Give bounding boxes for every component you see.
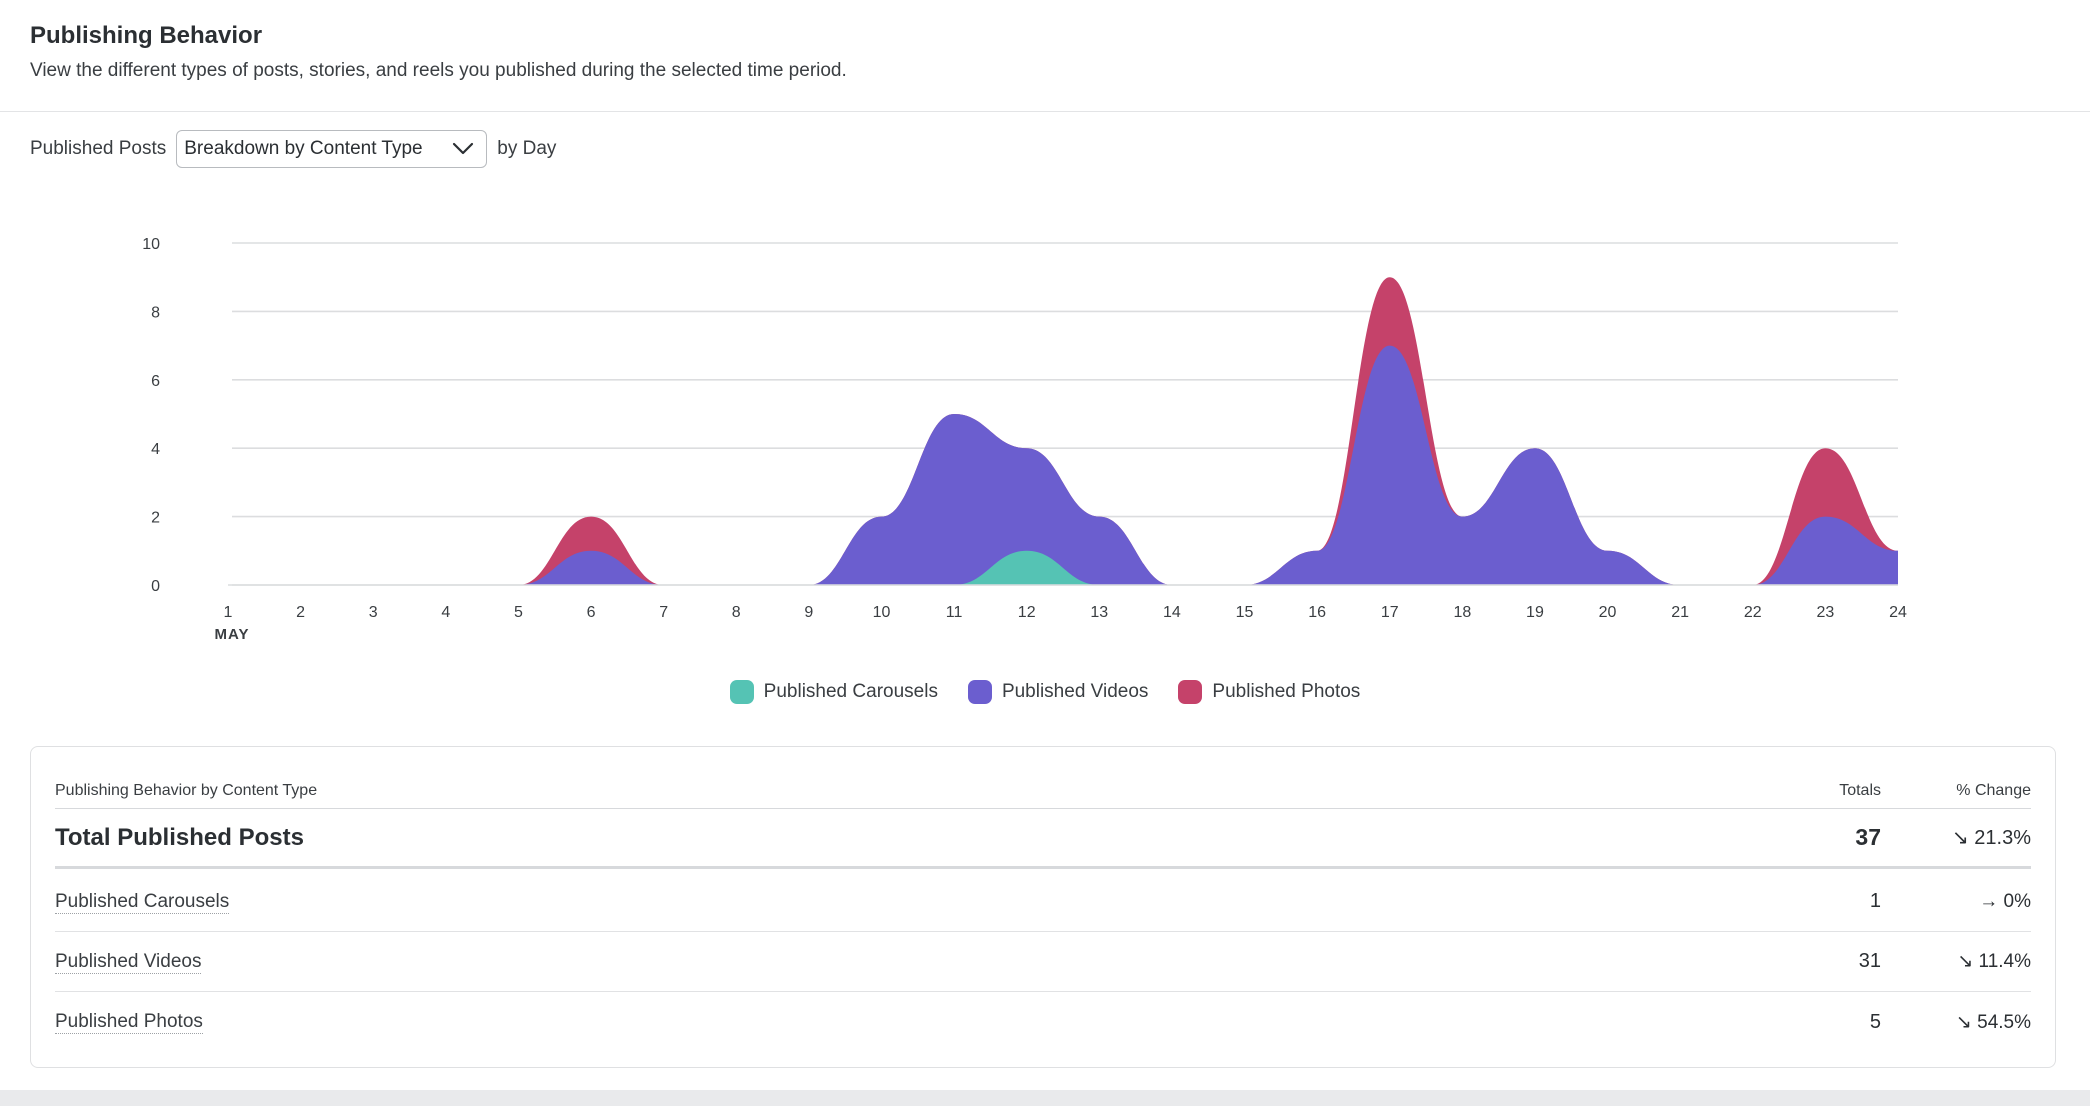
x-tick-label: 24 bbox=[1889, 604, 1907, 621]
trend-flat-icon: → bbox=[1979, 890, 1999, 912]
area-series-published-videos[interactable] bbox=[228, 345, 1898, 585]
row-change-value: 54.5% bbox=[1977, 1011, 2031, 1033]
breakdown-dropdown[interactable]: Breakdown by Content Type bbox=[176, 130, 488, 168]
chart-controls: Published Posts Breakdown by Content Typ… bbox=[30, 130, 556, 168]
row-label-videos[interactable]: Published Videos bbox=[55, 950, 202, 974]
row-total: 1 bbox=[1869, 890, 1881, 912]
x-tick-label: 14 bbox=[1163, 604, 1181, 621]
table-header-totals: Totals bbox=[1839, 781, 1881, 799]
x-tick-label: 13 bbox=[1090, 604, 1108, 621]
page-subtitle: View the different types of posts, stori… bbox=[30, 60, 847, 81]
content-type-table: Publishing Behavior by Content Type Tota… bbox=[30, 746, 2056, 1068]
row-label-cell: Published Carousels bbox=[55, 890, 1761, 914]
controls-prefix: Published Posts bbox=[30, 138, 167, 159]
page-title: Publishing Behavior bbox=[30, 22, 263, 49]
x-tick-label: 7 bbox=[659, 604, 668, 621]
legend-swatch bbox=[1178, 680, 1203, 704]
table-row: Published Photos 5 ↘ 54.5% bbox=[55, 992, 2031, 1052]
chevron-down-icon bbox=[453, 142, 474, 155]
trend-down-icon: ↘ bbox=[1955, 1011, 1972, 1033]
row-change: → 0% bbox=[1881, 891, 2031, 913]
row-label-cell: Published Photos bbox=[55, 1011, 1761, 1034]
row-total: 31 bbox=[1858, 950, 1881, 972]
legend-label: Published Videos bbox=[1001, 681, 1149, 702]
row-change: ↘ 54.5% bbox=[1881, 1011, 2031, 1034]
legend-swatch bbox=[729, 680, 754, 704]
row-change: ↘ 11.4% bbox=[1881, 950, 2031, 973]
total-row-value: 37 bbox=[1855, 824, 1881, 850]
row-total: 5 bbox=[1869, 1010, 1881, 1033]
trend-down-icon: ↘ bbox=[1951, 827, 1969, 849]
x-tick-label: 11 bbox=[946, 604, 963, 621]
x-tick-label: 2 bbox=[296, 604, 305, 621]
section-header: Publishing Behavior View the different t… bbox=[0, 0, 2090, 112]
x-tick-label: 8 bbox=[732, 604, 741, 621]
area-series-published-carousels[interactable] bbox=[228, 550, 1898, 585]
legend-label: Published Carousels bbox=[763, 681, 938, 702]
controls-suffix: by Day bbox=[497, 138, 557, 159]
total-row-change-value: 21.3% bbox=[1974, 827, 2031, 849]
row-change-value: 0% bbox=[2003, 890, 2031, 912]
x-tick-label: 10 bbox=[873, 604, 891, 621]
x-tick-label: 5 bbox=[514, 604, 523, 621]
x-tick-label: 18 bbox=[1453, 604, 1471, 621]
table-row-total: Total Published Posts 37 ↘ 21.3% bbox=[55, 809, 2031, 869]
y-tick-label: 4 bbox=[151, 441, 160, 458]
y-tick-label: 6 bbox=[151, 373, 160, 390]
x-tick-label: 9 bbox=[804, 604, 813, 621]
table-row: Published Carousels 1 → 0% bbox=[55, 872, 2031, 932]
y-tick-label: 0 bbox=[151, 578, 160, 595]
x-tick-label: 15 bbox=[1236, 604, 1254, 621]
y-tick-label: 8 bbox=[151, 304, 160, 321]
legend-item-published-carousels[interactable]: Published Carousels bbox=[729, 680, 938, 704]
x-tick-label: 23 bbox=[1816, 604, 1834, 621]
breakdown-dropdown-value: Breakdown by Content Type bbox=[184, 138, 423, 159]
x-tick-label: 16 bbox=[1308, 604, 1326, 621]
x-tick-label: 17 bbox=[1381, 604, 1399, 621]
chart-legend: Published Carousels Published Videos Publi… bbox=[0, 680, 2090, 704]
row-label-photos[interactable]: Published Photos bbox=[55, 1011, 203, 1034]
row-label-cell: Published Videos bbox=[55, 950, 1761, 974]
legend-item-published-photos[interactable]: Published Photos bbox=[1178, 680, 1360, 704]
x-tick-label: 19 bbox=[1526, 604, 1544, 621]
total-row-label: Total Published Posts bbox=[55, 823, 304, 851]
table-header-label: Publishing Behavior by Content Type bbox=[55, 781, 318, 799]
trend-down-icon: ↘ bbox=[1957, 951, 1974, 972]
legend-swatch bbox=[967, 680, 992, 704]
legend-item-published-videos[interactable]: Published Videos bbox=[967, 680, 1149, 704]
y-tick-label: 2 bbox=[151, 510, 160, 527]
x-tick-label: 1 bbox=[224, 604, 233, 621]
table-row: Published Videos 31 ↘ 11.4% bbox=[55, 932, 2031, 992]
legend-label: Published Photos bbox=[1212, 681, 1361, 702]
row-label-carousels[interactable]: Published Carousels bbox=[55, 890, 230, 914]
x-tick-label: 4 bbox=[441, 604, 450, 621]
x-axis-month-label: MAY bbox=[215, 626, 250, 643]
table-header: Publishing Behavior by Content Type Tota… bbox=[55, 773, 2031, 809]
x-tick-label: 22 bbox=[1744, 604, 1762, 621]
x-tick-label: 12 bbox=[1018, 604, 1036, 621]
x-tick-label: 20 bbox=[1599, 604, 1617, 621]
x-tick-label: 21 bbox=[1671, 604, 1689, 621]
x-tick-label: 6 bbox=[587, 604, 596, 621]
x-tick-label: 3 bbox=[369, 604, 378, 621]
total-row-change: ↘ 21.3% bbox=[1881, 825, 2031, 850]
row-change-value: 11.4% bbox=[1978, 951, 2031, 972]
table-header-change: % Change bbox=[1956, 781, 2031, 799]
page-bottom-edge bbox=[0, 1090, 2090, 1106]
y-tick-label: 10 bbox=[142, 236, 160, 253]
